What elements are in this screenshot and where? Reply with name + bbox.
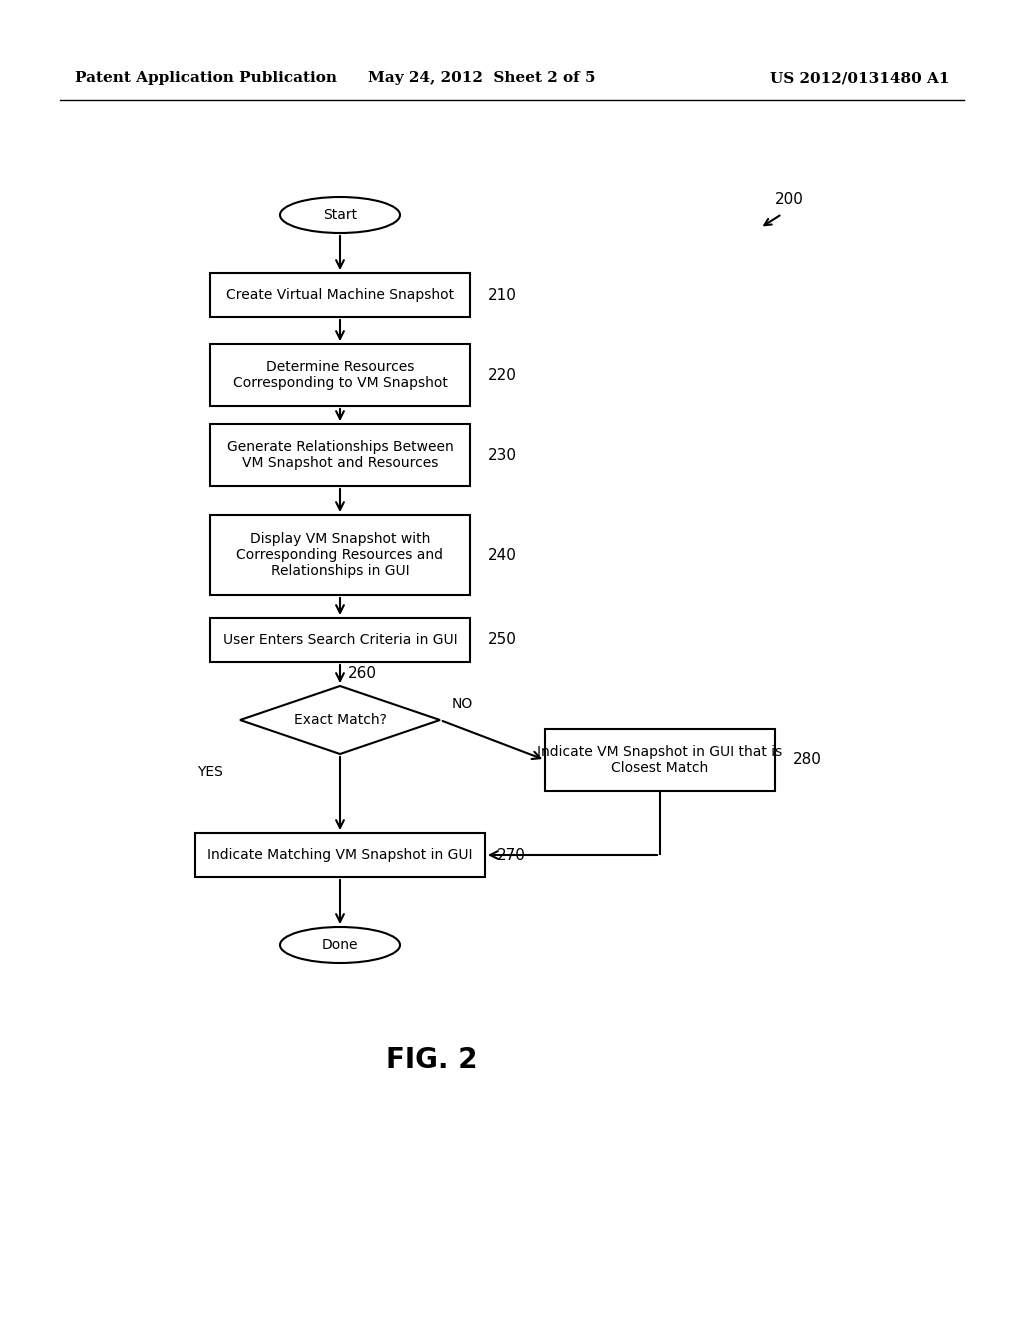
Text: May 24, 2012  Sheet 2 of 5: May 24, 2012 Sheet 2 of 5 <box>369 71 596 84</box>
Text: 230: 230 <box>488 447 517 462</box>
Text: FIG. 2: FIG. 2 <box>386 1045 478 1074</box>
FancyBboxPatch shape <box>195 833 485 876</box>
Text: Patent Application Publication: Patent Application Publication <box>75 71 337 84</box>
Text: 210: 210 <box>488 288 517 302</box>
Text: Determine Resources
Corresponding to VM Snapshot: Determine Resources Corresponding to VM … <box>232 360 447 391</box>
FancyBboxPatch shape <box>210 618 470 663</box>
Text: Indicate Matching VM Snapshot in GUI: Indicate Matching VM Snapshot in GUI <box>207 847 473 862</box>
Polygon shape <box>240 686 440 754</box>
Text: Generate Relationships Between
VM Snapshot and Resources: Generate Relationships Between VM Snapsh… <box>226 440 454 470</box>
Text: Indicate VM Snapshot in GUI that is
Closest Match: Indicate VM Snapshot in GUI that is Clos… <box>538 744 782 775</box>
Text: Done: Done <box>322 939 358 952</box>
FancyBboxPatch shape <box>210 273 470 317</box>
Text: NO: NO <box>452 697 473 711</box>
FancyBboxPatch shape <box>210 515 470 595</box>
Text: 240: 240 <box>488 548 517 562</box>
FancyBboxPatch shape <box>210 424 470 486</box>
Text: US 2012/0131480 A1: US 2012/0131480 A1 <box>769 71 949 84</box>
Text: 280: 280 <box>793 752 822 767</box>
Text: Start: Start <box>323 209 357 222</box>
Ellipse shape <box>280 197 400 234</box>
Text: 200: 200 <box>775 193 804 207</box>
FancyBboxPatch shape <box>545 729 775 791</box>
Text: Exact Match?: Exact Match? <box>294 713 386 727</box>
FancyBboxPatch shape <box>210 345 470 407</box>
Ellipse shape <box>280 927 400 964</box>
Text: YES: YES <box>197 766 223 779</box>
Text: Create Virtual Machine Snapshot: Create Virtual Machine Snapshot <box>226 288 454 302</box>
Text: 250: 250 <box>488 632 517 648</box>
Text: Display VM Snapshot with
Corresponding Resources and
Relationships in GUI: Display VM Snapshot with Corresponding R… <box>237 532 443 578</box>
Text: 270: 270 <box>497 847 526 862</box>
Text: 260: 260 <box>348 667 377 681</box>
Text: User Enters Search Criteria in GUI: User Enters Search Criteria in GUI <box>222 634 458 647</box>
Text: 220: 220 <box>488 367 517 383</box>
